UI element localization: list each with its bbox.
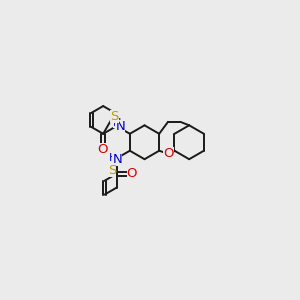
- Text: O: O: [127, 167, 137, 180]
- Text: S: S: [108, 164, 116, 177]
- Text: H: H: [109, 153, 117, 163]
- Text: H: H: [113, 118, 122, 128]
- Text: O: O: [97, 143, 108, 156]
- Text: S: S: [110, 110, 118, 123]
- Text: N: N: [112, 154, 122, 166]
- Text: N: N: [116, 120, 125, 134]
- Text: O: O: [163, 147, 174, 160]
